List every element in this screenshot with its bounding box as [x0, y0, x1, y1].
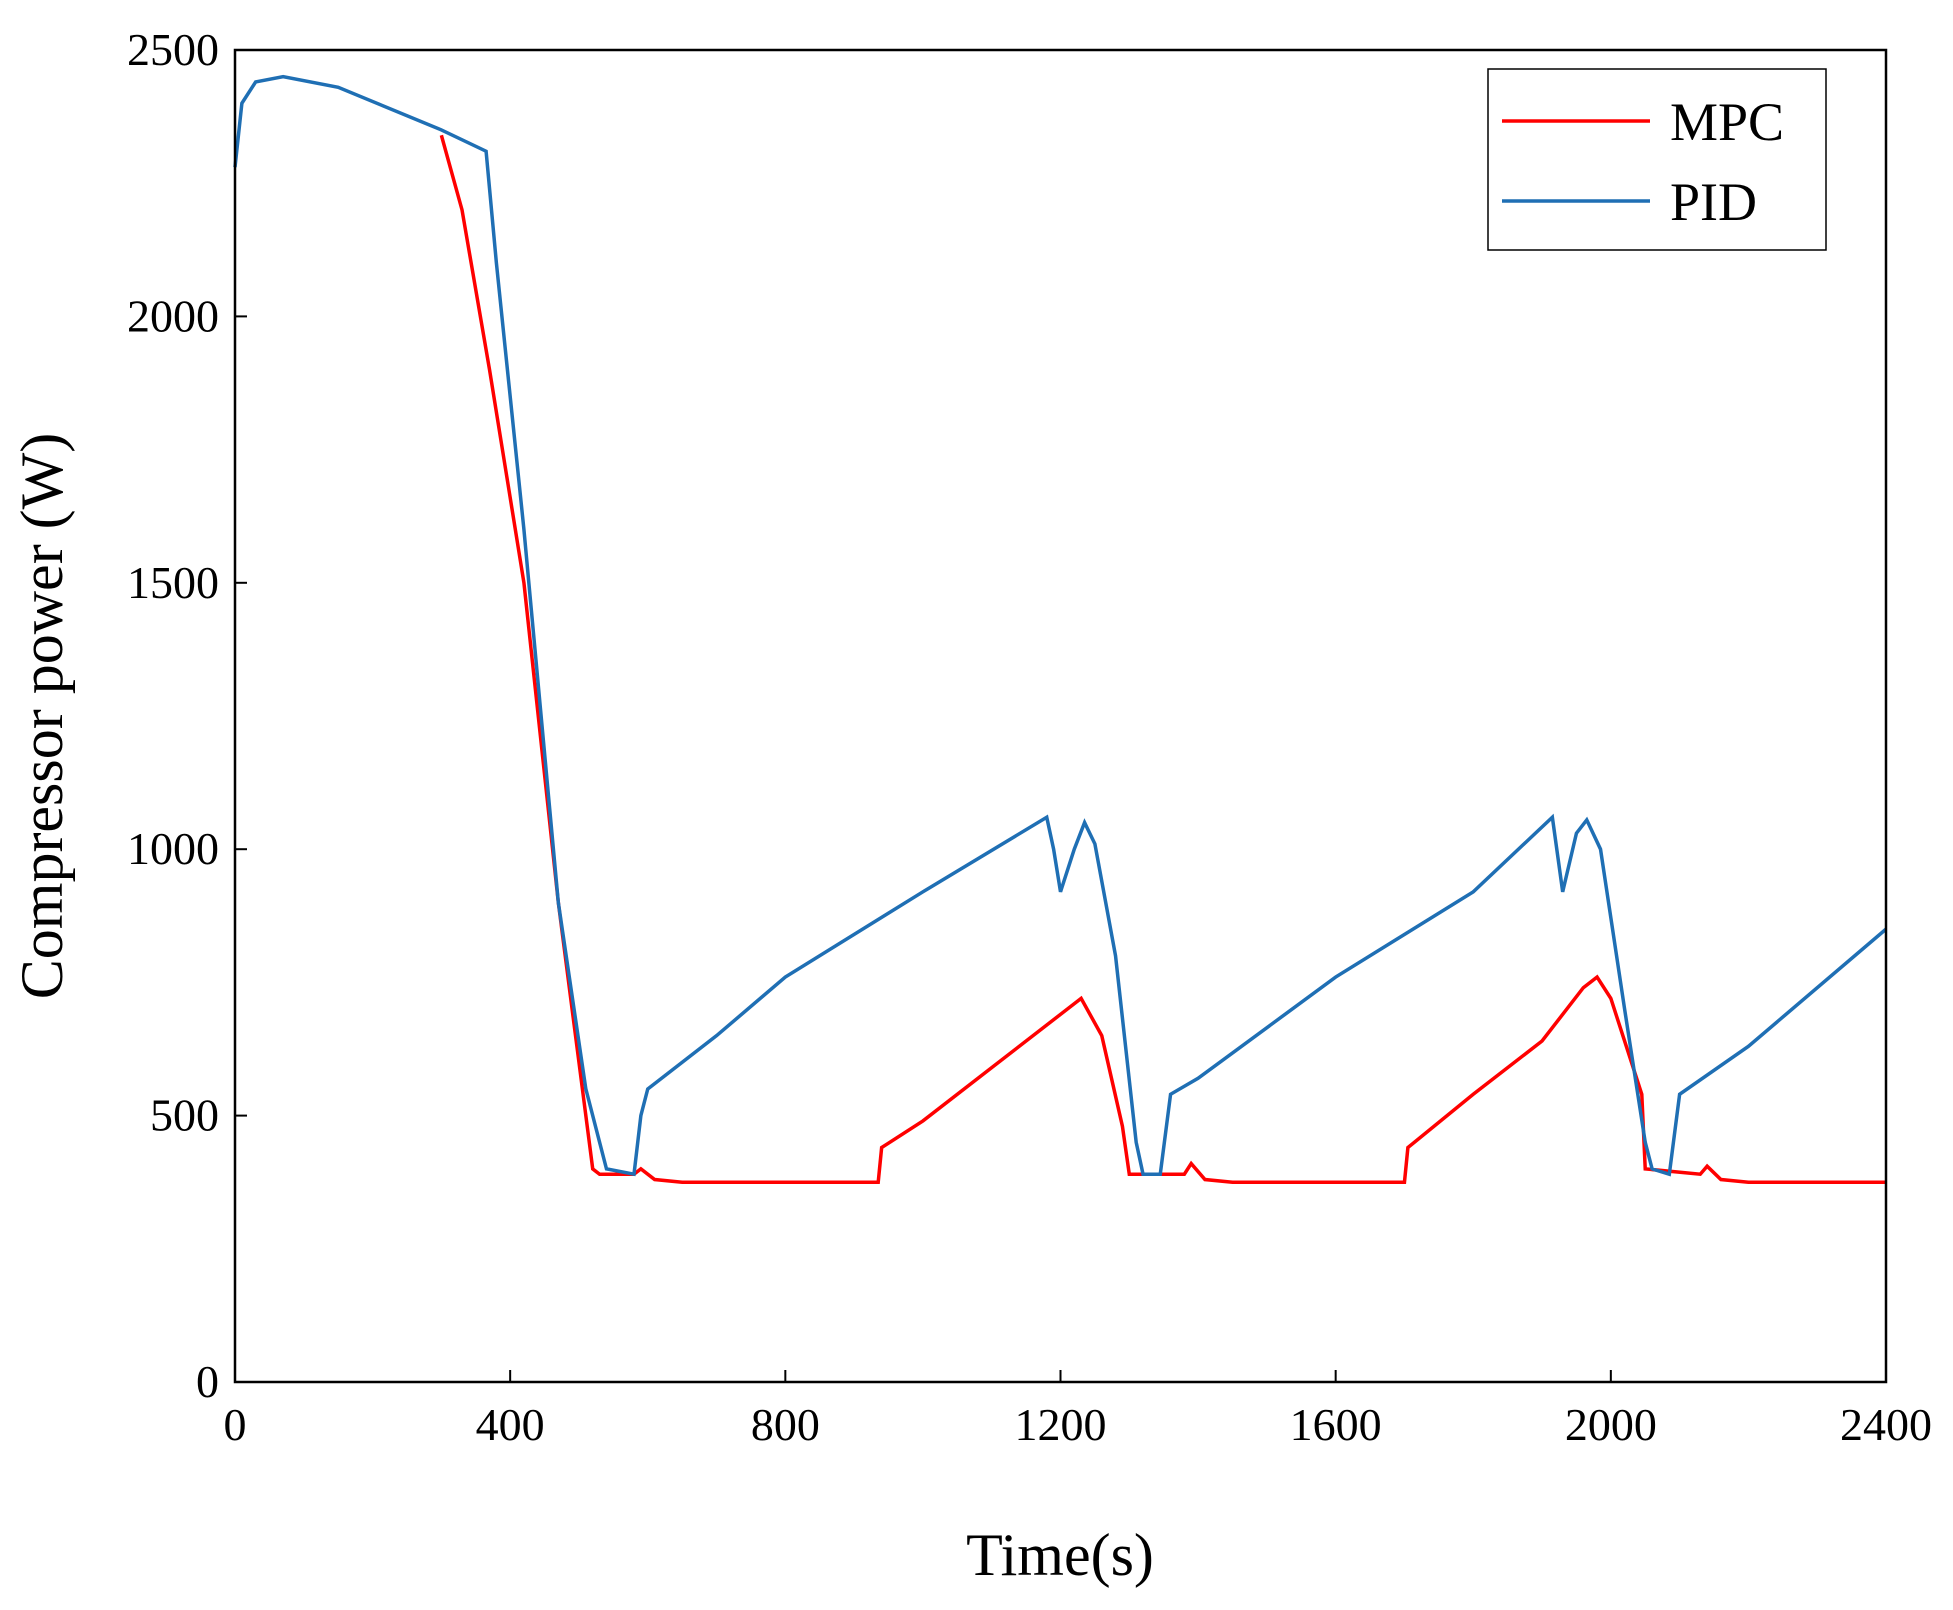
series-line [439, 134, 1886, 1184]
x-axis-title: Time(s) [966, 1522, 1154, 1588]
y-tick-label: 1500 [127, 557, 219, 608]
x-tick-label: 2000 [1565, 1399, 1657, 1450]
x-tick-label: 0 [224, 1399, 247, 1450]
y-tick-label: 2000 [127, 290, 219, 341]
y-tick-label: 0 [196, 1356, 219, 1407]
y-axis-title: Compressor power (W) [9, 433, 75, 1000]
plot-frame [233, 48, 1888, 1384]
x-tick-label: 2400 [1840, 1399, 1932, 1450]
x-tick-label: 1200 [1015, 1399, 1107, 1450]
x-tick-label: 400 [476, 1399, 545, 1450]
legend-label: PID [1670, 172, 1757, 232]
series-line [233, 74, 1888, 1177]
legend-label: MPC [1670, 92, 1784, 152]
x-tick-label: 800 [751, 1399, 820, 1450]
legend-box [1487, 68, 1827, 251]
y-tick-label: 500 [150, 1090, 219, 1141]
x-tick-label: 1600 [1290, 1399, 1382, 1450]
y-tick-label: 1000 [127, 823, 219, 874]
y-tick-label: 2500 [127, 24, 219, 75]
